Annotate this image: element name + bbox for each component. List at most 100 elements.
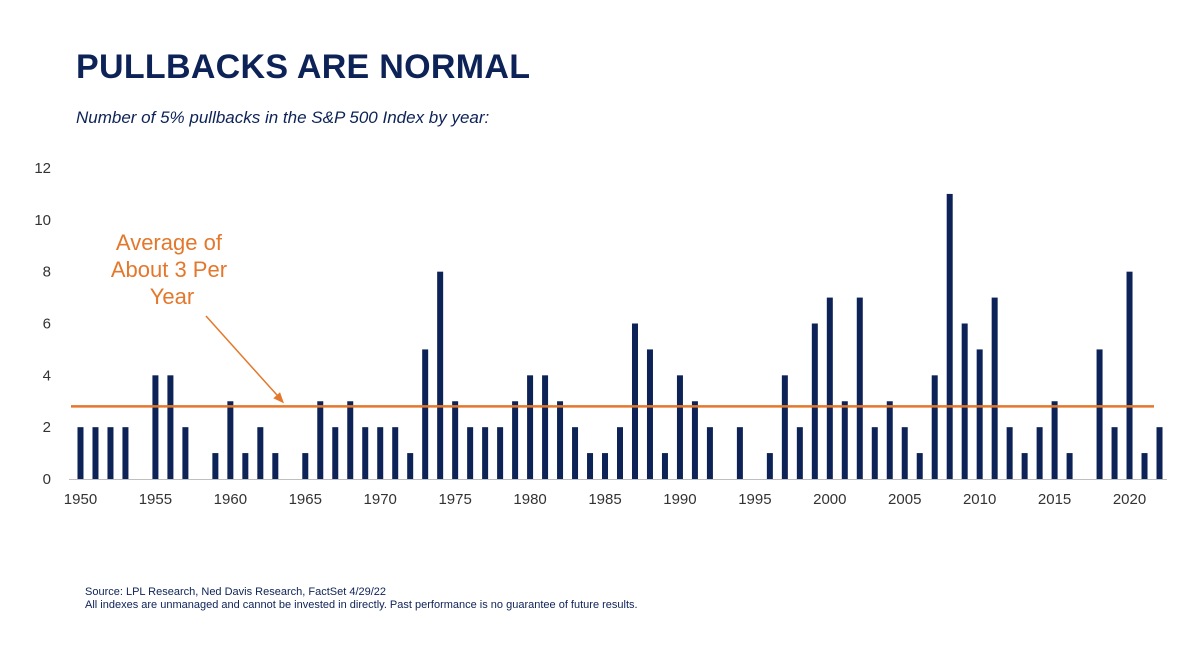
bar-1983 [572,427,579,479]
y-tick-label: 4 [43,367,51,384]
bar-1960 [227,401,234,479]
x-tick-label: 2000 [813,491,846,508]
disclaimer-note: All indexes are unmanaged and cannot be … [85,599,638,611]
bar-1987 [631,323,638,479]
x-tick-label: 1955 [139,491,172,508]
bar-1952 [107,427,114,479]
bar-1985 [602,453,609,479]
bar-1998 [796,427,803,479]
bar-1956 [167,375,174,479]
bar-1969 [362,427,369,479]
annotation-line-1: Average of [116,230,223,255]
x-tick-label: 2010 [963,491,996,508]
bar-1961 [242,453,249,479]
bar-1986 [617,427,623,479]
y-tick-label: 6 [43,316,51,333]
bar-2015 [1051,401,1058,479]
bar-2020 [1126,271,1133,479]
bars-group [77,193,1163,480]
bar-1994 [736,427,743,479]
bar-2001 [841,401,848,479]
bar-1955 [152,375,159,479]
bar-1970 [377,427,384,479]
bar-1984 [587,453,594,479]
annotation-arrow [205,315,281,399]
y-axis-ticks: 0 2 4 6 8 10 12 [34,160,51,488]
bar-1973 [422,349,429,479]
x-tick-label: 2005 [888,491,921,508]
bar-1957 [182,427,189,479]
bar-1951 [92,427,99,479]
bar-1953 [122,427,129,479]
x-tick-label: 1995 [738,491,771,508]
bar-2010 [976,349,983,479]
x-tick-label: 1975 [438,491,471,508]
bar-2014 [1036,427,1043,479]
bar-1965 [302,453,309,479]
footer: Source: LPL Research, Ned Davis Research… [85,586,638,612]
bar-1971 [392,427,399,479]
bar-1989 [661,453,668,479]
bar-1978 [497,427,504,479]
bar-2016 [1066,453,1073,479]
bar-2002 [856,297,863,479]
x-tick-label: 1965 [289,491,322,508]
x-axis-ticks: 1950 1955 1960 1965 1970 1975 1980 1985 1990 1995… [64,491,1146,508]
annotation-line-2: About 3 Per [111,257,227,282]
bar-1979 [512,401,519,479]
bar-1972 [407,453,414,479]
bar-2018 [1096,349,1103,479]
bar-1988 [646,349,653,479]
y-tick-label: 0 [43,471,51,488]
bar-1996 [766,453,773,479]
bar-2012 [1006,427,1013,479]
page-title: PULLBACKS ARE NORMAL [76,48,531,86]
bar-1982 [557,401,564,479]
annotation-line-3: Year [150,284,194,309]
x-tick-label: 1980 [513,491,546,508]
bar-2019 [1111,427,1118,479]
source-note: Source: LPL Research, Ned Davis Research… [85,586,387,598]
x-tick-label: 2015 [1038,491,1071,508]
bar-1977 [482,427,489,479]
annotation-arrowhead [273,392,284,404]
bar-1966 [317,401,324,479]
average-annotation: Average of About 3 Per Year [111,230,233,309]
chart-subtitle: Number of 5% pullbacks in the S&P 500 In… [76,108,490,127]
bar-2007 [931,375,938,479]
bar-1997 [781,375,788,479]
bar-2022 [1156,427,1163,479]
bar-2008 [946,193,953,480]
bar-1975 [452,401,459,479]
bar-1950 [77,427,84,479]
bar-1991 [691,401,698,479]
x-tick-label: 1990 [663,491,696,508]
bar-1990 [676,375,683,479]
bar-1963 [272,453,279,479]
bar-2009 [961,323,968,479]
x-tick-label: 2020 [1113,491,1146,508]
bar-1980 [527,375,534,479]
bar-2000 [826,297,833,479]
bar-1967 [332,427,339,479]
x-tick-label: 1985 [588,491,621,508]
y-tick-label: 2 [43,419,51,436]
bar-1992 [706,427,713,479]
bar-1968 [347,401,354,479]
bar-1974 [437,271,444,479]
bar-2006 [916,453,923,479]
bar-1976 [467,427,474,479]
y-tick-label: 12 [34,160,51,177]
bar-1959 [212,453,219,479]
bar-1999 [811,323,818,479]
bar-2004 [886,401,893,479]
bar-2011 [991,297,998,479]
bar-2005 [901,427,908,479]
y-tick-label: 8 [43,264,51,281]
bar-2003 [871,427,878,479]
bar-2013 [1021,453,1028,479]
x-tick-label: 1950 [64,491,97,508]
y-tick-label: 10 [34,212,51,229]
x-tick-label: 1960 [214,491,247,508]
